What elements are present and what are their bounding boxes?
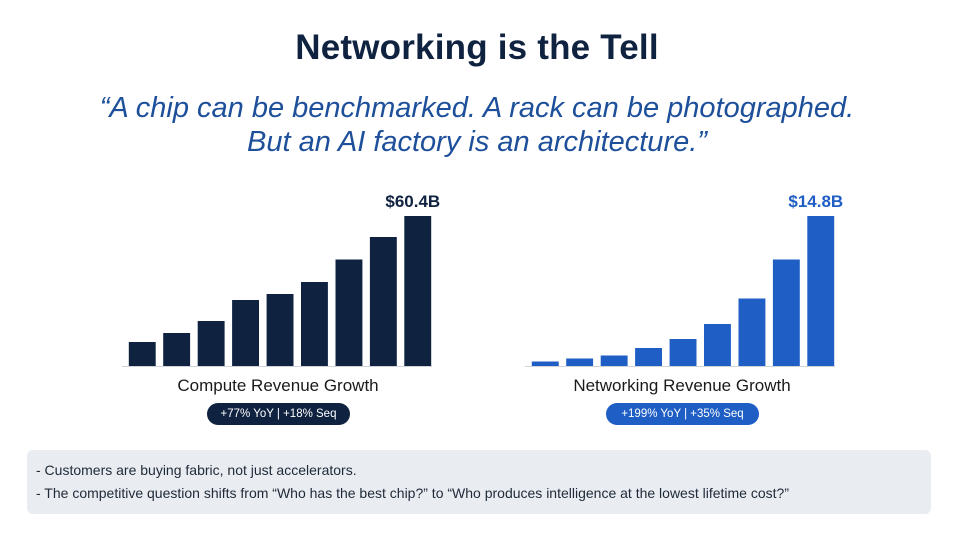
networking-growth-badge: +199% YoY | +35% Seq: [606, 403, 759, 425]
revenue-charts: $60.4B $14.8B: [122, 192, 843, 367]
networking-bar-5: [669, 339, 697, 366]
note-line-2: - The competitive question shifts from “…: [36, 485, 789, 501]
compute-bar-3: [197, 321, 225, 366]
compute-bar-1: [128, 342, 156, 366]
networking-chart-caption: Networking Revenue Growth: [573, 376, 791, 395]
networking-bar-4: [635, 348, 662, 366]
compute-bar-6: [301, 282, 328, 366]
quote-line-2: But an AI factory is an architecture.”: [247, 126, 707, 158]
page-title: Networking is the Tell: [295, 28, 659, 67]
networking-bar-1: [531, 361, 559, 366]
note-line-1: - Customers are buying fabric, not just …: [36, 462, 357, 478]
compute-bar-5: [266, 294, 294, 366]
networking-value-label: $14.8B: [788, 192, 843, 211]
compute-growth-badge: +77% YoY | +18% Seq: [207, 403, 350, 425]
compute-bar-8: [369, 237, 397, 366]
networking-bar-7: [738, 298, 766, 366]
compute-bar-4: [232, 300, 259, 366]
compute-revenue-chart: $60.4B: [122, 192, 440, 367]
networking-bar-8: [772, 259, 800, 366]
notes-panel: [27, 450, 931, 514]
networking-bar-6: [704, 324, 731, 366]
networking-bar-3: [600, 355, 628, 366]
networking-revenue-chart: $14.8B: [525, 192, 843, 367]
compute-chart-caption: Compute Revenue Growth: [177, 376, 379, 395]
compute-value-label: $60.4B: [385, 192, 440, 211]
compute-bar-7: [335, 259, 363, 366]
compute-bar-9: [404, 216, 432, 366]
networking-bar-9: [807, 216, 835, 366]
compute-bar-2: [163, 333, 191, 366]
quote-line-1: “A chip can be benchmarked. A rack can b…: [99, 92, 855, 124]
networking-bar-2: [566, 358, 594, 366]
